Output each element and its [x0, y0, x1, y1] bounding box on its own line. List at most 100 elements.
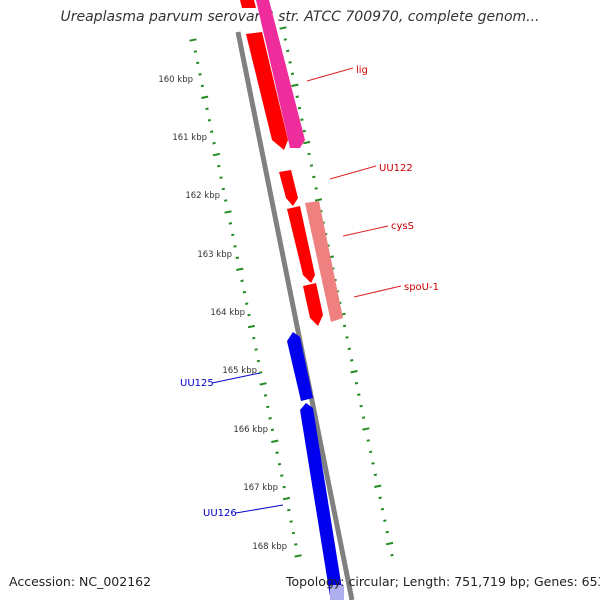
- tick-label-166: 166 kbp: [233, 425, 268, 435]
- scale-minor-tick: [224, 199, 228, 202]
- label-spou-1[interactable]: spoU-1: [404, 282, 439, 293]
- scale-minor-tick: [205, 107, 209, 111]
- outer-minor-tick: [390, 553, 394, 557]
- outer-minor-tick: [283, 38, 288, 41]
- tick-label-167: 167 kbp: [243, 483, 278, 493]
- outer-minor-tick: [295, 95, 299, 99]
- scale-minor-tick: [200, 84, 205, 88]
- scale-minor-tick: [277, 462, 282, 466]
- scale-minor-tick: [198, 73, 202, 76]
- label-uu125[interactable]: UU125: [180, 378, 214, 389]
- gene-spou-1[interactable]: [303, 283, 323, 326]
- outer-minor-tick: [312, 175, 316, 179]
- outer-minor-tick: [354, 381, 359, 385]
- tick-label-162: 162 kbp: [185, 191, 220, 201]
- scale-minor-tick: [266, 405, 270, 409]
- outer-minor-tick: [371, 462, 375, 465]
- gene-uu125[interactable]: [287, 332, 313, 401]
- tick-label-165: 165 kbp: [222, 366, 257, 376]
- leader-spou-1: [353, 285, 402, 298]
- outer-minor-tick: [361, 416, 366, 419]
- gene-lig[interactable]: [246, 32, 288, 150]
- scale-minor-tick: [228, 222, 233, 225]
- scale-minor-tick: [245, 302, 249, 305]
- gene-cyss-light[interactable]: [305, 201, 343, 322]
- gene-uu126[interactable]: [300, 403, 343, 596]
- scale-minor-tick: [231, 233, 235, 237]
- outer-major-tick: [279, 26, 287, 30]
- outer-major-tick: [385, 541, 394, 546]
- outer-minor-tick: [380, 507, 385, 511]
- label-lig[interactable]: lig: [356, 65, 368, 76]
- gene-lig-top[interactable]: [240, 0, 256, 8]
- scale-major-tick: [282, 496, 291, 501]
- scale-minor-tick: [217, 164, 221, 168]
- scale-minor-tick: [221, 187, 226, 191]
- outer-minor-tick: [347, 347, 351, 351]
- tick-label-168: 168 kbp: [252, 542, 287, 552]
- tick-label-161: 161 kbp: [172, 133, 207, 143]
- footer-accession: Accession: NC_002162: [9, 574, 152, 589]
- scale-minor-tick: [193, 50, 198, 53]
- scale-minor-tick: [240, 279, 244, 283]
- scale-minor-tick: [289, 520, 293, 523]
- gene-magenta-lig-partner[interactable]: [256, 0, 305, 148]
- scale-major-tick: [259, 382, 267, 386]
- scale-minor-tick: [294, 543, 298, 546]
- outer-major-tick: [350, 370, 358, 374]
- outer-major-tick: [291, 83, 299, 87]
- label-uu126[interactable]: UU126: [203, 508, 237, 519]
- gene-labels: lig UU122 cysS spoU-1 UU125 UU126: [180, 65, 439, 519]
- outer-minor-tick: [342, 324, 347, 328]
- outer-minor-tick: [288, 61, 292, 64]
- scale-major-tick: [201, 95, 209, 99]
- tick-label-164: 164 kbp: [210, 308, 245, 318]
- scale-minor-tick: [291, 531, 296, 535]
- label-uu122[interactable]: UU122: [379, 163, 413, 174]
- outer-minor-tick: [357, 393, 361, 396]
- scale-minor-tick: [207, 119, 211, 122]
- scale-minor-tick: [282, 485, 286, 489]
- scale-minor-tick: [275, 451, 279, 454]
- outer-minor-tick: [368, 450, 373, 454]
- scale-minor-tick: [210, 130, 214, 133]
- forward-genes: [240, 0, 343, 326]
- tick-label-160: 160 kbp: [158, 75, 193, 85]
- outer-major-tick: [303, 140, 311, 145]
- scale-major-tick: [294, 554, 302, 558]
- scale-minor-tick: [280, 474, 284, 477]
- scale-major-tick: [224, 210, 232, 214]
- outer-minor-tick: [385, 530, 389, 534]
- gene-uu122[interactable]: [279, 170, 298, 206]
- outer-major-tick: [362, 427, 370, 431]
- outer-minor-tick: [359, 404, 363, 408]
- scale-minor-tick: [287, 508, 291, 512]
- scale-minor-tick: [212, 141, 216, 145]
- scale-major-tick: [236, 267, 244, 271]
- gene-cyss[interactable]: [287, 206, 315, 283]
- outer-minor-tick: [307, 152, 311, 156]
- outer-minor-tick: [290, 72, 295, 76]
- scale-major-tick: [212, 152, 220, 157]
- outer-minor-tick: [314, 187, 318, 190]
- backbone-line: [235, 31, 355, 600]
- footer-stats: Topology: circular; Length: 751,719 bp; …: [286, 574, 600, 589]
- scale-minor-tick: [233, 245, 237, 248]
- tick-labels: 160 kbp 161 kbp 162 kbp 163 kbp 164 kbp …: [158, 75, 287, 552]
- scale-minor-tick: [247, 313, 251, 317]
- gene-uu126-fade: [330, 585, 344, 600]
- scale-minor-tick: [254, 348, 258, 351]
- leader-cyss: [342, 225, 389, 237]
- scale-minor-tick: [195, 61, 200, 65]
- scale-minor-tick: [252, 336, 256, 340]
- scale-major-tick: [189, 38, 197, 42]
- map-title: Ureaplasma parvum serovar 3 str. ATCC 70…: [60, 9, 540, 25]
- outer-major-tick: [314, 198, 323, 202]
- label-cyss[interactable]: cysS: [391, 221, 414, 232]
- scale-minor-tick: [263, 394, 268, 397]
- scale-minor-tick: [219, 176, 223, 179]
- leader-uu126: [235, 504, 284, 514]
- leader-uu125: [211, 372, 261, 384]
- tick-label-163: 163 kbp: [197, 250, 232, 260]
